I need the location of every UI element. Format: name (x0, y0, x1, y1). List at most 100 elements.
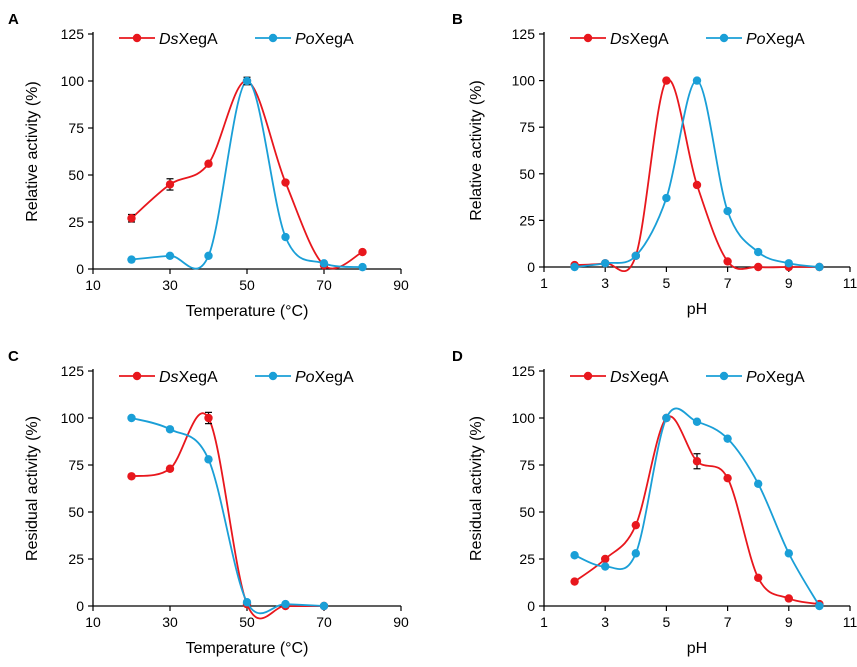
panel-d-y-axis-label: Residual activity (%) (468, 416, 485, 561)
panel-c-y-axis-label: Residual activity (%) (24, 416, 41, 561)
panel-b-legend: DsXegA PoXegA (570, 31, 805, 48)
panel-d-label: D (452, 348, 463, 365)
panel-c-x-tick-label: 10 (85, 614, 101, 630)
panel-c-series-po-point (165, 425, 175, 434)
panel-a-series-po-point (319, 259, 329, 268)
panel-d-series-po-point (570, 551, 579, 560)
panel-b-y-tick-label: 0 (527, 259, 535, 275)
panel-b-series-ds (570, 76, 824, 272)
panel-d-x-tick-label: 9 (785, 614, 793, 630)
panel-a-series-ds-point (165, 180, 175, 189)
panel-a-legend-marker-ds (132, 33, 142, 43)
panel-b-legend-label-po: PoXegA (746, 31, 805, 48)
panel-b-series-po-point (723, 206, 732, 216)
panel-b-series-ds-point (692, 180, 702, 190)
panel-d-series-po-point (723, 434, 732, 443)
panel-b-y-tick-label: 125 (512, 26, 536, 42)
panel-d-x-axis-label: pH (687, 640, 707, 657)
panel-c-y-tick-label: 50 (68, 504, 84, 520)
panel-b-legend-label-ds-italic: Ds (610, 31, 630, 48)
panel-a-series-ds-point (204, 159, 213, 168)
panel-d-legend-label-po-rest: XegA (766, 369, 805, 386)
panel-a-series-ds-point (281, 178, 290, 187)
panel-b-series-po-point (784, 259, 793, 268)
panel-a-series-po-point (358, 262, 367, 272)
panel-a: A 0 25 50 75 100 125 10 30 50 70 90 Temperature (°C)… (8, 11, 409, 320)
panel-b-series-po-point (692, 76, 702, 85)
panel-c-legend-label-ds-rest: XegA (179, 369, 218, 386)
panel-a-x-tick-label: 10 (85, 277, 101, 293)
panel-c-series-ds-point (127, 472, 136, 481)
panel-a-x-tick-label: 70 (316, 277, 332, 293)
panel-c-x-tick-label: 50 (239, 614, 255, 630)
panel-a-series-po-point (127, 255, 136, 264)
panel-b-x-tick-label: 5 (663, 275, 671, 291)
panel-a-y-tick-label: 25 (68, 214, 84, 230)
panel-b-x-tick-label: 1 (540, 275, 548, 291)
panel-d-series-po-point (815, 601, 824, 611)
panel-c-legend-label-po-italic: Po (295, 369, 315, 386)
panel-c-series-po-point (281, 599, 290, 609)
panel-d-y-tick-label: 75 (519, 457, 535, 473)
panel-b-legend-marker-po (719, 33, 729, 43)
panel-a-x-tick-label: 90 (393, 277, 409, 293)
panel-a-y-tick-label: 125 (61, 26, 85, 42)
panel-d-legend: DsXegA PoXegA (570, 369, 805, 386)
panel-a-x-tick-label: 30 (162, 277, 178, 293)
panel-d-series-ds-point (601, 554, 610, 564)
panel-c-y-tick-label: 25 (68, 551, 84, 567)
panel-b-series-po-point (570, 262, 579, 272)
panel-d: D 0 25 50 75 100 125 1 3 5 7 9 11 pH Residual activity… (452, 348, 857, 657)
panel-d-series-po-point (692, 417, 702, 426)
panel-b-series-po-line (574, 79, 820, 268)
panel-b-legend-label-ds: DsXegA (610, 31, 669, 48)
panel-a-legend-label-po: PoXegA (295, 31, 354, 48)
panel-d-series-po-point (754, 479, 763, 488)
panel-d-x-tick-label: 3 (601, 614, 609, 630)
panel-b-x-axis-label: pH (687, 301, 707, 318)
panel-c-legend-label-ds: DsXegA (159, 369, 218, 386)
panel-a-x-tick-label: 50 (239, 277, 255, 293)
panel-d-series-ds-point (692, 457, 702, 466)
panel-d-legend-label-ds-rest: XegA (630, 369, 669, 386)
panel-c-x-tick-label: 90 (393, 614, 409, 630)
panel-d-x-tick-label: 11 (843, 614, 857, 630)
panel-a-x-axis-label: Temperature (°C) (186, 303, 309, 320)
panel-d-x-tick-label: 1 (540, 614, 548, 630)
panel-d-y-tick-label: 100 (512, 410, 536, 426)
panel-d-series-ds-line (574, 415, 820, 606)
panel-b-x-tick-label: 7 (724, 275, 732, 291)
panel-c-y-tick-label: 125 (61, 363, 85, 379)
panel-a-label: A (8, 11, 19, 28)
panel-b-y-tick-label: 25 (519, 212, 535, 228)
panel-b-series-po-point (601, 259, 610, 268)
panel-c-series-ds (127, 411, 329, 620)
panel-a-y-tick-label: 75 (68, 120, 84, 136)
panel-d-series-po-point (784, 549, 793, 558)
panel-a-legend-label-po-rest: XegA (315, 31, 354, 48)
panel-a-legend: DsXegA PoXegA (119, 31, 354, 48)
panel-b-legend-label-po-italic: Po (746, 31, 766, 48)
panel-d-legend-marker-ds (583, 371, 593, 381)
panel-b-legend-marker-ds (583, 33, 593, 43)
panel-b: B 0 25 50 75 100 125 1 3 5 7 9 11 pH Relative activity… (452, 11, 857, 318)
panel-a-legend-label-ds-italic: Ds (159, 31, 179, 48)
panel-b-legend-label-po-rest: XegA (766, 31, 805, 48)
panel-d-series-ds-point (784, 594, 793, 603)
panel-d-x-tick-label: 7 (724, 614, 732, 630)
panel-c-y-tick-label: 100 (61, 410, 85, 426)
panel-b-legend-label-ds-rest: XegA (630, 31, 669, 48)
panel-a-series-ds (127, 76, 367, 270)
panel-d-legend-label-ds-italic: Ds (610, 369, 630, 386)
panel-d-legend-marker-po (719, 371, 729, 381)
panel-c-series-po-point (319, 601, 329, 611)
panel-c-x-tick-label: 70 (316, 614, 332, 630)
panel-d-series-ds-point (570, 577, 579, 586)
panel-a-series-po-point (281, 232, 290, 242)
panel-d-series-po-point (601, 562, 610, 571)
panel-a-legend-label-ds-rest: XegA (179, 31, 218, 48)
panel-d-series-ds-point (754, 573, 763, 582)
panel-d-series-ds-point (631, 520, 640, 530)
panel-c-series-po-line (131, 417, 325, 615)
